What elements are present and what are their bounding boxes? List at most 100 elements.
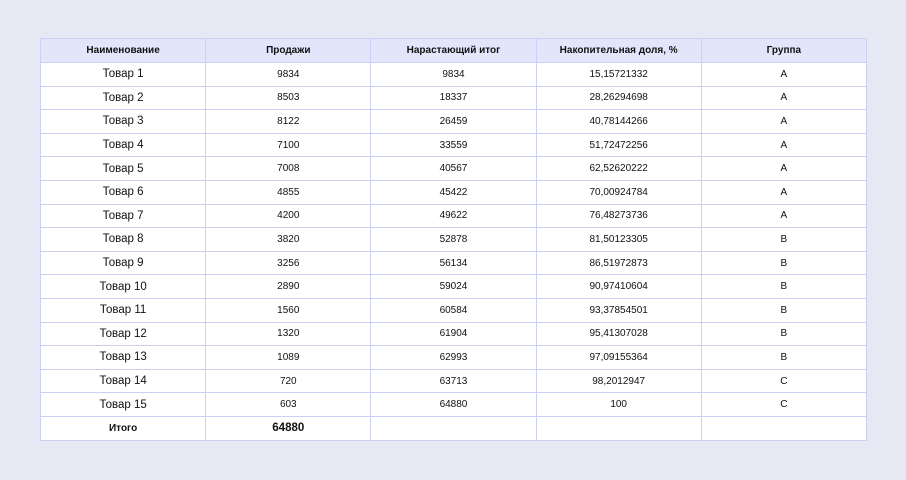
table-cell: A: [700, 62, 868, 87]
table-cell: 45422: [370, 179, 537, 205]
table-cell: 8122: [205, 109, 372, 134]
table-row: Товар 11 1560 60584 93,37854501 B: [39, 297, 868, 323]
empty-cell: [535, 415, 702, 441]
table-cell: 62,52620222: [535, 156, 702, 181]
table-row: Товар 4 7100 33559 51,72472256 A: [39, 132, 868, 158]
table-cell: B: [700, 345, 868, 370]
table-cell: C: [700, 368, 868, 394]
empty-cell: [370, 415, 537, 441]
table-row: Товар 14 720 63713 98,2012947 C: [39, 368, 868, 394]
table-cell: 98,2012947: [535, 368, 702, 394]
header-cell: Продажи: [205, 38, 372, 63]
total-row: Итого 64880: [39, 415, 868, 441]
table-row: Товар 15 603 64880 100 C: [39, 392, 868, 417]
total-cell: 64880: [205, 415, 372, 441]
table-cell: 18337: [370, 85, 537, 111]
table-cell: 62993: [370, 345, 537, 370]
table-cell: 76,48273736: [535, 203, 702, 229]
header-row: Наименование Продажи Нарастающий итог Накоп…: [39, 38, 868, 63]
header-cell: Нарастающий итог: [370, 38, 537, 63]
table-cell: 9834: [370, 62, 537, 87]
table-row: Товар 7 4200 49622 76,48273736 A: [39, 203, 868, 229]
table-cell: 4200: [205, 203, 372, 229]
table-cell: 70,00924784: [535, 179, 702, 205]
table-cell: 90,97410604: [535, 274, 702, 299]
table-cell: 40567: [370, 156, 537, 181]
table-cell: 63713: [370, 368, 537, 394]
table-cell: Товар 2: [39, 85, 207, 111]
table-cell: Товар 15: [39, 392, 207, 417]
table-cell: Товар 7: [39, 203, 207, 229]
table-cell: 100: [535, 392, 702, 417]
table-cell: A: [700, 156, 868, 181]
table-cell: 97,09155364: [535, 345, 702, 370]
table-cell: 1089: [205, 345, 372, 370]
table-cell: C: [700, 392, 868, 417]
table-cell: A: [700, 85, 868, 111]
table-cell: 1560: [205, 297, 372, 323]
table-cell: Товар 4: [39, 132, 207, 158]
table-cell: B: [700, 321, 868, 347]
table-cell: 49622: [370, 203, 537, 229]
table-cell: Товар 6: [39, 179, 207, 205]
table-cell: 3256: [205, 250, 372, 276]
table-cell: 7100: [205, 132, 372, 158]
header-cell: Наименование: [39, 38, 207, 63]
table-cell: A: [700, 132, 868, 158]
table-cell: Товар 5: [39, 156, 207, 181]
table-cell: Товар 9: [39, 250, 207, 276]
table-cell: Товар 1: [39, 62, 207, 87]
table-cell: A: [700, 109, 868, 134]
table-cell: 60584: [370, 297, 537, 323]
table-cell: 81,50123305: [535, 227, 702, 252]
table-cell: 51,72472256: [535, 132, 702, 158]
table-cell: 8503: [205, 85, 372, 111]
table-cell: 59024: [370, 274, 537, 299]
table-row: Товар 10 2890 59024 90,97410604 B: [39, 274, 868, 299]
table-row: Товар 13 1089 62993 97,09155364 B: [39, 345, 868, 370]
header-cell: Группа: [700, 38, 868, 63]
table-head: Наименование Продажи Нарастающий итог Накоп…: [39, 38, 868, 63]
table-row: Товар 2 8503 18337 28,26294698 A: [39, 85, 868, 111]
table-cell: 40,78144266: [535, 109, 702, 134]
table-cell: A: [700, 179, 868, 205]
table-row: Товар 3 8122 26459 40,78144266 A: [39, 109, 868, 134]
table-cell: 720: [205, 368, 372, 394]
table-cell: A: [700, 203, 868, 229]
table-row: Товар 1 9834 9834 15,15721332 A: [39, 62, 868, 87]
header-cell: Накопительная доля, %: [535, 38, 702, 63]
table-cell: 33559: [370, 132, 537, 158]
table-cell: 4855: [205, 179, 372, 205]
table-cell: Товар 10: [39, 274, 207, 299]
table-cell: 64880: [370, 392, 537, 417]
table-row: Товар 12 1320 61904 95,41307028 B: [39, 321, 868, 347]
table-cell: 28,26294698: [535, 85, 702, 111]
table-row: Товар 9 3256 56134 86,51972873 B: [39, 250, 868, 276]
table-cell: Товар 13: [39, 345, 207, 370]
table-cell: 86,51972873: [535, 250, 702, 276]
table-cell: 52878: [370, 227, 537, 252]
table-cell: 95,41307028: [535, 321, 702, 347]
table-cell: 9834: [205, 62, 372, 87]
table-cell: 15,15721332: [535, 62, 702, 87]
table-cell: 1320: [205, 321, 372, 347]
table-cell: 7008: [205, 156, 372, 181]
table-cell: Товар 8: [39, 227, 207, 252]
table-cell: 93,37854501: [535, 297, 702, 323]
table-cell: B: [700, 227, 868, 252]
table-cell: 61904: [370, 321, 537, 347]
total-cell: Итого: [39, 415, 207, 441]
abc-table: Наименование Продажи Нарастающий итог Накоп…: [39, 38, 868, 441]
table-cell: B: [700, 297, 868, 323]
table-row: Товар 5 7008 40567 62,52620222 A: [39, 156, 868, 181]
table-cell: Товар 14: [39, 368, 207, 394]
table-cell: B: [700, 250, 868, 276]
table-cell: Товар 12: [39, 321, 207, 347]
table-body: Товар 1 9834 9834 15,15721332 A Товар 2 8503 18…: [39, 62, 868, 441]
table-cell: 2890: [205, 274, 372, 299]
empty-cell: [700, 415, 868, 441]
table-row: Товар 6 4855 45422 70,00924784 A: [39, 179, 868, 205]
table-cell: 603: [205, 392, 372, 417]
table-cell: Товар 3: [39, 109, 207, 134]
